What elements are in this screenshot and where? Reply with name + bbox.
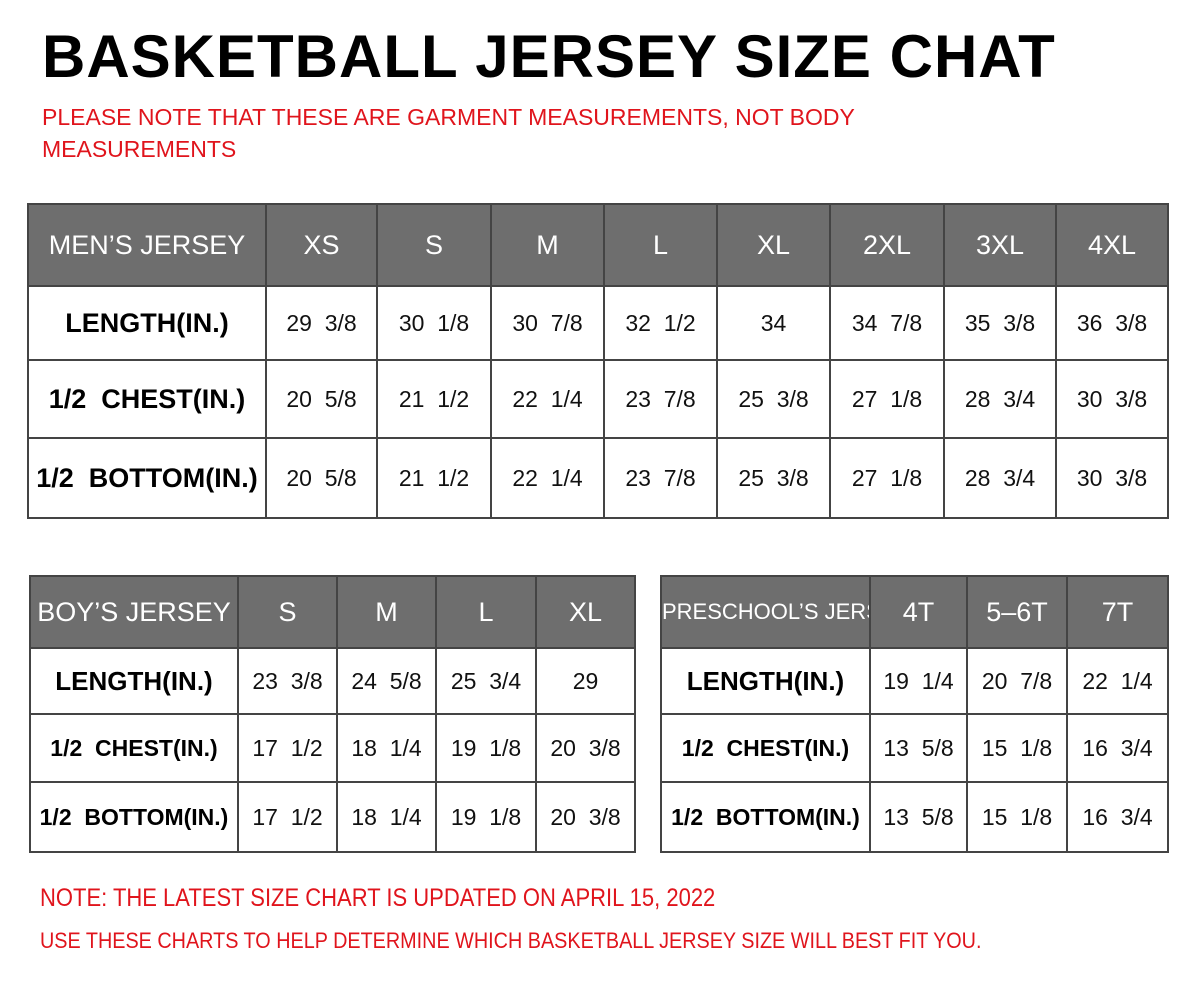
size-header: XL — [716, 203, 831, 287]
table-row: LENGTH(IN.) 19 1/4 20 7/8 22 1/4 — [660, 647, 1169, 715]
boys-size-table: BOY’S JERSEY S M L XL LENGTH(IN.) 23 3/8 24 5/8… — [29, 575, 636, 853]
measurement-cell: 30 3/8 — [1055, 359, 1169, 439]
page-title: BASKETBALL JERSEY SIZE CHAT — [42, 23, 1056, 90]
measurement-cell: 30 1/8 — [376, 285, 492, 361]
measurement-cell: 19 1/4 — [869, 647, 968, 715]
size-header: 7T — [1066, 575, 1169, 649]
table-title: BOY’S JERSEY — [29, 575, 239, 649]
measurement-cell: 28 3/4 — [943, 437, 1057, 519]
measurement-cell: 22 1/4 — [490, 359, 605, 439]
row-label: 1/2 BOTTOM(IN.) — [660, 781, 871, 853]
row-label: 1/2 BOTTOM(IN.) — [27, 437, 267, 519]
update-note: NOTE: THE LATEST SIZE CHART IS UPDATED O… — [40, 884, 716, 912]
row-label: 1/2 CHEST(IN.) — [29, 713, 239, 783]
measurement-cell: 15 1/8 — [966, 713, 1068, 783]
measurement-cell: 20 5/8 — [265, 437, 378, 519]
measurement-cell: 32 1/2 — [603, 285, 718, 361]
row-label: LENGTH(IN.) — [29, 647, 239, 715]
size-header: M — [490, 203, 605, 287]
header-row: MEN’S JERSEY XS S M L XL 2XL 3XL 4XL — [27, 203, 1169, 287]
size-header: L — [603, 203, 718, 287]
measurement-cell: 27 1/8 — [829, 437, 945, 519]
measurement-cell: 34 7/8 — [829, 285, 945, 361]
table-row: 1/2 BOTTOM(IN.) 17 1/2 18 1/4 19 1/8 20 3/8 — [29, 781, 636, 853]
garment-note-line1: PLEASE NOTE THAT THESE ARE GARMENT MEASU… — [42, 104, 855, 130]
size-header: 3XL — [943, 203, 1057, 287]
measurement-cell: 18 1/4 — [336, 781, 437, 853]
size-header: L — [435, 575, 537, 649]
measurement-cell: 22 1/4 — [1066, 647, 1169, 715]
table-row: LENGTH(IN.) 23 3/8 24 5/8 25 3/4 29 — [29, 647, 636, 715]
measurement-cell: 19 1/8 — [435, 781, 537, 853]
size-header: M — [336, 575, 437, 649]
measurement-cell: 23 7/8 — [603, 437, 718, 519]
table-row: 1/2 CHEST(IN.) 17 1/2 18 1/4 19 1/8 20 3/8 — [29, 713, 636, 783]
preschool-size-table: PRESCHOOL’S JERSEY4T5–6T7TLENGTH(IN.)19 … — [660, 575, 1169, 853]
measurement-cell: 20 7/8 — [966, 647, 1068, 715]
measurement-cell: 20 3/8 — [535, 781, 636, 853]
table-row: 1/2 CHEST(IN.) 20 5/8 21 1/2 22 1/4 23 7/8 25… — [27, 359, 1169, 439]
measurement-cell: 20 5/8 — [265, 359, 378, 439]
measurement-cell: 29 — [535, 647, 636, 715]
row-label: 1/2 CHEST(IN.) — [27, 359, 267, 439]
measurement-cell: 21 1/2 — [376, 359, 492, 439]
size-header: 4T — [869, 575, 968, 649]
measurement-cell: 25 3/8 — [716, 437, 831, 519]
measurement-cell: 17 1/2 — [237, 713, 338, 783]
table-row: 1/2 BOTTOM(IN.) 20 5/8 21 1/2 22 1/4 23 7/8 2… — [27, 437, 1169, 519]
measurement-cell: 34 — [716, 285, 831, 361]
table-title: MEN’S JERSEY — [27, 203, 267, 287]
table-title: PRESCHOOL’S JERSEY — [660, 575, 871, 649]
size-header: 4XL — [1055, 203, 1169, 287]
measurement-cell: 29 3/8 — [265, 285, 378, 361]
measurement-cell: 25 3/8 — [716, 359, 831, 439]
measurement-cell: 30 3/8 — [1055, 437, 1169, 519]
row-label: 1/2 CHEST(IN.) — [660, 713, 871, 783]
row-label: LENGTH(IN.) — [660, 647, 871, 715]
measurement-cell: 13 5/8 — [869, 781, 968, 853]
size-header: S — [376, 203, 492, 287]
measurement-cell: 23 3/8 — [237, 647, 338, 715]
table-row: 1/2 CHEST(IN.) 13 5/8 15 1/8 16 3/4 — [660, 713, 1169, 783]
row-label: LENGTH(IN.) — [27, 285, 267, 361]
measurement-cell: 16 3/4 — [1066, 713, 1169, 783]
garment-note-line2: MEASUREMENTS — [42, 136, 237, 162]
size-header: 2XL — [829, 203, 945, 287]
measurement-cell: 16 3/4 — [1066, 781, 1169, 853]
mens-size-table: MEN’S JERSEY XS S M L XL 2XL 3XL 4XL LENGTH(IN.) 2… — [27, 203, 1169, 519]
fit-note: USE THESE CHARTS TO HELP DETERMINE WHICH… — [40, 928, 982, 953]
size-header: 5–6T — [966, 575, 1068, 649]
measurement-cell: 21 1/2 — [376, 437, 492, 519]
size-header: XL — [535, 575, 636, 649]
measurement-cell: 23 7/8 — [603, 359, 718, 439]
size-header: XS — [265, 203, 378, 287]
measurement-cell: 28 3/4 — [943, 359, 1057, 439]
measurement-cell: 24 5/8 — [336, 647, 437, 715]
measurement-cell: 13 5/8 — [869, 713, 968, 783]
measurement-cell: 15 1/8 — [966, 781, 1068, 853]
table-row: LENGTH(IN.) 29 3/8 30 1/8 30 7/8 32 1/2 34 34 … — [27, 285, 1169, 361]
row-label: 1/2 BOTTOM(IN.) — [29, 781, 239, 853]
measurement-cell: 36 3/8 — [1055, 285, 1169, 361]
size-header: S — [237, 575, 338, 649]
measurement-cell: 25 3/4 — [435, 647, 537, 715]
measurement-cell: 22 1/4 — [490, 437, 605, 519]
measurement-cell: 30 7/8 — [490, 285, 605, 361]
header-row: BOY’S JERSEY S M L XL — [29, 575, 636, 649]
measurement-cell: 18 1/4 — [336, 713, 437, 783]
measurement-cell: 19 1/8 — [435, 713, 537, 783]
table-row: 1/2 BOTTOM(IN.) 13 5/8 15 1/8 16 3/4 — [660, 781, 1169, 853]
measurement-cell: 27 1/8 — [829, 359, 945, 439]
measurement-cell: 17 1/2 — [237, 781, 338, 853]
measurement-cell: 35 3/8 — [943, 285, 1057, 361]
measurement-cell: 20 3/8 — [535, 713, 636, 783]
